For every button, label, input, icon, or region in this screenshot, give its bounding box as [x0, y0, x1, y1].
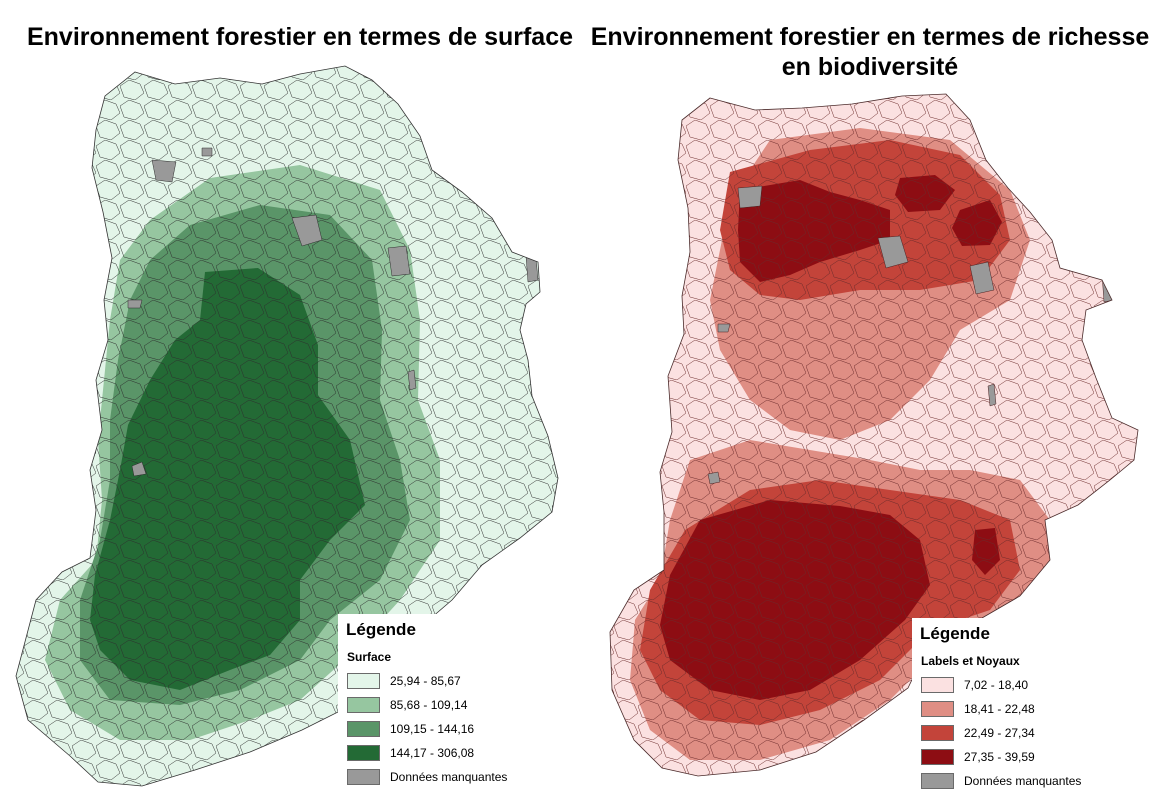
map-panel-surface: Environnement forestier en termes de sur… — [15, 23, 574, 794]
legend-field-name: Surface — [347, 650, 392, 664]
choropleth-map-surface — [15, 65, 559, 787]
legend-heading: Légende — [920, 624, 990, 643]
legend-item: Données manquantes — [347, 768, 507, 786]
legend-label: 27,35 - 39,59 — [964, 750, 1035, 764]
legend-swatch — [921, 749, 954, 765]
legend-swatch — [347, 769, 380, 785]
legend-swatch — [921, 773, 954, 789]
legend-item: 109,15 - 144,16 — [347, 720, 474, 738]
legend-surface: Légende Surface 25,94 - 85,67 85,68 - 10… — [338, 614, 538, 794]
choropleth-map-biodiversite — [609, 93, 1139, 777]
map-panel-biodiversite: Environnement forestier en termes de ric… — [590, 0, 1155, 805]
legend-swatch — [347, 721, 380, 737]
legend-swatch — [347, 745, 380, 761]
legend-biodiversite: Légende Labels et Noyaux 7,02 - 18,40 18… — [912, 618, 1132, 798]
legend-item: 144,17 - 306,08 — [347, 744, 474, 762]
map-title-surface: Environnement forestier en termes de sur… — [26, 23, 574, 51]
legend-item: 22,49 - 27,34 — [921, 724, 1035, 742]
legend-label: 7,02 - 18,40 — [964, 678, 1029, 692]
legend-label: Données manquantes — [390, 770, 508, 784]
legend-field-name: Labels et Noyaux — [921, 654, 1020, 668]
legend-heading: Légende — [346, 620, 416, 639]
legend-label: 25,94 - 85,67 — [390, 674, 461, 688]
legend-swatch — [347, 673, 380, 689]
legend-label: 144,17 - 306,08 — [390, 746, 475, 760]
legend-item: 85,68 - 109,14 — [347, 696, 467, 714]
legend-label: 109,15 - 144,16 — [390, 722, 475, 736]
legend-item: 18,41 - 22,48 — [921, 700, 1035, 718]
legend-item: 25,94 - 85,67 — [347, 672, 461, 690]
legend-item: Données manquantes — [921, 772, 1081, 790]
legend-swatch — [921, 725, 954, 741]
legend-swatch — [921, 677, 954, 693]
legend-swatch — [347, 697, 380, 713]
legend-label: 85,68 - 109,14 — [390, 698, 468, 712]
legend-label: 18,41 - 22,48 — [964, 702, 1035, 716]
legend-swatch — [921, 701, 954, 717]
legend-item: 27,35 - 39,59 — [921, 748, 1035, 766]
map-title-biodiversite: Environnement forestier en termes de ric… — [590, 23, 1150, 81]
legend-label: 22,49 - 27,34 — [964, 726, 1035, 740]
legend-item: 7,02 - 18,40 — [921, 676, 1028, 694]
legend-label: Données manquantes — [964, 774, 1082, 788]
